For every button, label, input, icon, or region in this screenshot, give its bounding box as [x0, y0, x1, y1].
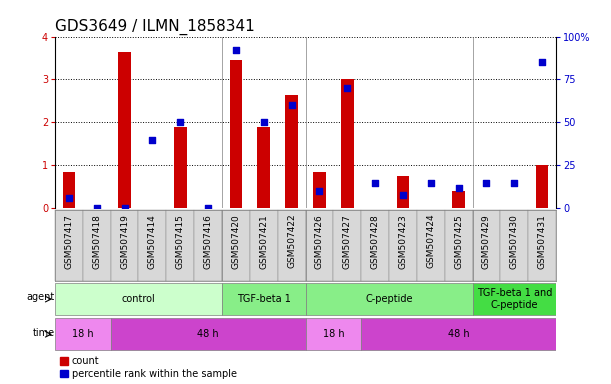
Point [120, 205, 130, 212]
FancyBboxPatch shape [111, 210, 139, 281]
FancyBboxPatch shape [222, 283, 306, 315]
FancyBboxPatch shape [500, 210, 528, 281]
Text: time: time [33, 328, 55, 338]
Text: GSM507426: GSM507426 [315, 214, 324, 268]
FancyBboxPatch shape [389, 210, 417, 281]
FancyBboxPatch shape [361, 318, 556, 350]
FancyBboxPatch shape [55, 318, 111, 350]
Text: TGF-beta 1: TGF-beta 1 [237, 294, 291, 304]
Text: GSM507414: GSM507414 [148, 214, 157, 268]
Text: GSM507418: GSM507418 [92, 214, 101, 269]
Text: GSM507416: GSM507416 [203, 214, 213, 269]
Text: 18 h: 18 h [323, 329, 344, 339]
FancyBboxPatch shape [250, 210, 277, 281]
FancyBboxPatch shape [277, 210, 306, 281]
Text: GSM507430: GSM507430 [510, 214, 519, 269]
Point [175, 119, 185, 126]
FancyBboxPatch shape [445, 210, 472, 281]
Point [287, 102, 296, 108]
Bar [174, 127, 186, 209]
FancyBboxPatch shape [166, 210, 194, 281]
FancyBboxPatch shape [222, 210, 250, 281]
FancyBboxPatch shape [55, 210, 83, 281]
Text: C-peptide: C-peptide [365, 294, 413, 304]
Text: 48 h: 48 h [197, 329, 219, 339]
Bar [313, 172, 326, 209]
Point [315, 188, 324, 194]
Point [64, 195, 74, 201]
Point [147, 137, 157, 143]
Point [370, 179, 380, 185]
FancyBboxPatch shape [361, 210, 389, 281]
Text: GDS3649 / ILMN_1858341: GDS3649 / ILMN_1858341 [55, 19, 255, 35]
Text: agent: agent [27, 293, 55, 303]
Bar [452, 191, 465, 209]
FancyBboxPatch shape [417, 210, 445, 281]
Point [259, 119, 269, 126]
Point [537, 59, 547, 65]
Text: TGF-beta 1 and
C-peptide: TGF-beta 1 and C-peptide [477, 288, 552, 310]
FancyBboxPatch shape [306, 210, 334, 281]
FancyBboxPatch shape [55, 283, 222, 315]
Bar [230, 60, 242, 209]
FancyBboxPatch shape [528, 210, 556, 281]
Text: GSM507431: GSM507431 [538, 214, 547, 269]
Text: GSM507421: GSM507421 [259, 214, 268, 268]
FancyBboxPatch shape [111, 318, 306, 350]
Bar [63, 172, 75, 209]
FancyBboxPatch shape [306, 283, 472, 315]
Point [454, 185, 464, 191]
Bar [341, 79, 354, 209]
Point [92, 205, 101, 212]
Text: GSM507424: GSM507424 [426, 214, 435, 268]
FancyBboxPatch shape [472, 283, 556, 315]
Text: GSM507420: GSM507420 [232, 214, 240, 268]
Point [426, 179, 436, 185]
Text: GSM507428: GSM507428 [371, 214, 379, 268]
Text: GSM507429: GSM507429 [482, 214, 491, 268]
Bar [119, 51, 131, 209]
Text: GSM507415: GSM507415 [176, 214, 185, 269]
Point [203, 205, 213, 212]
FancyBboxPatch shape [139, 210, 166, 281]
FancyBboxPatch shape [472, 210, 500, 281]
Text: GSM507419: GSM507419 [120, 214, 129, 269]
Bar [536, 166, 548, 209]
Bar [397, 176, 409, 209]
Text: 18 h: 18 h [72, 329, 93, 339]
Bar [285, 94, 298, 209]
Point [398, 192, 408, 198]
Text: GSM507423: GSM507423 [398, 214, 408, 268]
Point [231, 47, 241, 53]
Text: GSM507422: GSM507422 [287, 214, 296, 268]
Text: 48 h: 48 h [448, 329, 469, 339]
FancyBboxPatch shape [83, 210, 111, 281]
FancyBboxPatch shape [306, 318, 361, 350]
Text: GSM507427: GSM507427 [343, 214, 352, 268]
Bar [257, 127, 270, 209]
Text: GSM507417: GSM507417 [64, 214, 73, 269]
Point [342, 85, 352, 91]
Text: control: control [122, 294, 155, 304]
Legend: count, percentile rank within the sample: count, percentile rank within the sample [60, 356, 236, 379]
Point [510, 179, 519, 185]
FancyBboxPatch shape [194, 210, 222, 281]
Text: GSM507425: GSM507425 [454, 214, 463, 268]
Point [481, 179, 491, 185]
FancyBboxPatch shape [334, 210, 361, 281]
